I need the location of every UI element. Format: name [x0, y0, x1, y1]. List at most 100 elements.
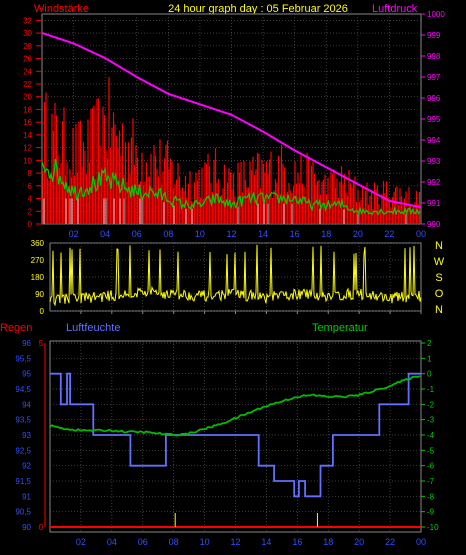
x-tick-label: 04 — [107, 537, 117, 547]
wind-y-tick: 14 — [23, 131, 32, 140]
wind-y-tick: 2 — [28, 207, 33, 216]
pressure-y-tick: 993 — [427, 157, 441, 166]
wind-x-ticks: 02 04 06 08 10 12 14 16 18 20 22 00 — [69, 229, 426, 239]
temperature-y-tick: -10 — [427, 523, 439, 532]
humidity-y-tick: 94 — [22, 400, 31, 409]
temperature-y-tick: -7 — [427, 477, 435, 486]
temperature-axis-title: Temperatur — [312, 322, 368, 334]
wind-y-tick: 16 — [23, 118, 32, 127]
x-tick-label: 12 — [226, 229, 236, 239]
humidity-y-tick: 91 — [22, 492, 31, 501]
direction-y-tick: 270 — [31, 256, 45, 265]
rain-axis-title: Regen — [0, 322, 32, 334]
humidity-y-tick: 94,5 — [15, 385, 31, 394]
x-tick-label: 22 — [384, 229, 394, 239]
direction-line — [49, 244, 422, 307]
temperature-y-tick: 0 — [427, 370, 432, 379]
pressure-y-tick: 998 — [427, 52, 441, 61]
wind-y-tick: 12 — [23, 144, 32, 153]
x-tick-label: 06 — [138, 537, 148, 547]
compass-letter: O — [435, 288, 444, 300]
x-tick-label: 20 — [354, 537, 364, 547]
pressure-y-tick: 990 — [427, 220, 441, 229]
x-tick-label: 10 — [200, 537, 210, 547]
pressure-y-tick: 997 — [427, 73, 441, 82]
temperature-y-tick: -2 — [427, 400, 435, 409]
humidity-y-tick: 96 — [22, 339, 31, 348]
x-tick-label: 08 — [163, 229, 173, 239]
humidity-y-tick: 95 — [22, 370, 31, 379]
rain-y-ticks: 05 — [39, 339, 46, 532]
x-tick-label: 00 — [416, 229, 426, 239]
direction-y-tick: 360 — [31, 239, 45, 248]
humidity-y-tick: 92,5 — [15, 446, 31, 455]
pressure-axis-title: Luftdruck — [372, 3, 418, 15]
wind-y-tick: 20 — [23, 93, 32, 102]
temperature-y-tick: -3 — [427, 416, 435, 425]
x-tick-label: 10 — [195, 229, 205, 239]
x-tick-label: 16 — [290, 229, 300, 239]
temperature-y-tick: 1 — [427, 354, 432, 363]
temperature-y-tick: -4 — [427, 431, 435, 440]
wind-y-tick: 24 — [23, 67, 32, 76]
pressure-line — [41, 31, 422, 209]
temperature-line — [49, 375, 421, 437]
direction-y-tick: 0 — [40, 307, 45, 316]
wind-y-tick: 4 — [28, 195, 33, 204]
temperature-y-tick: -5 — [427, 446, 435, 455]
pressure-y-tick: 994 — [427, 136, 441, 145]
pressure-y-tick: 991 — [427, 199, 441, 208]
wind-axis-title: Windstärke — [34, 3, 89, 15]
x-tick-label: 20 — [353, 229, 363, 239]
climate-x-ticks: 02 04 06 08 10 12 14 16 18 20 22 00 — [76, 537, 426, 547]
humidity-y-tick: 92 — [22, 462, 31, 471]
wind-y-tick: 22 — [23, 80, 32, 89]
temperature-y-tick: -1 — [427, 385, 435, 394]
compass-letter: W — [434, 256, 445, 268]
humidity-axis-title: Luftfeuchte — [66, 322, 120, 334]
humidity-y-tick: 93 — [22, 431, 31, 440]
pressure-y-tick: 992 — [427, 178, 441, 187]
wind-average-line — [41, 158, 421, 216]
wind-y-tick: 26 — [23, 55, 32, 64]
compass-letter: S — [435, 272, 442, 284]
humidity-temperature-panel: 90 90,5 91 91,5 92 92,5 93 93,5 94 94,5 95 95,5 96 0… — [15, 339, 439, 547]
rain-y-tick: 5 — [39, 339, 44, 348]
chart-title: 24 hour graph day : 05 Februar 2026 — [168, 3, 348, 15]
x-tick-label: 14 — [258, 229, 268, 239]
humidity-y-ticks: 90 90,5 91 91,5 92 92,5 93 93,5 94 94,5 95 95,5 96 — [15, 339, 31, 532]
wind-y-tick: 6 — [28, 182, 33, 191]
humidity-y-tick: 90,5 — [15, 508, 31, 517]
humidity-y-tick: 91,5 — [15, 477, 31, 486]
pressure-y-tick: 996 — [427, 94, 441, 103]
humidity-y-tick: 95,5 — [15, 354, 31, 363]
wind-y-tick: 30 — [23, 29, 32, 38]
wind-gust-marks — [43, 198, 407, 224]
direction-y-tick: 180 — [31, 273, 45, 282]
x-tick-label: 02 — [69, 229, 79, 239]
x-tick-label: 14 — [261, 537, 271, 547]
x-tick-label: 12 — [230, 537, 240, 547]
wind-y-tick: 10 — [23, 156, 32, 165]
pressure-y-tick: 995 — [427, 115, 441, 124]
wind-y-tick: 28 — [23, 42, 32, 51]
humidity-y-tick: 93,5 — [15, 416, 31, 425]
humidity-y-tick: 90 — [22, 523, 31, 532]
pressure-y-ticks: 990 991 992 993 994 995 996 997 998 999 1000 — [421, 10, 445, 229]
x-tick-label: 22 — [385, 537, 395, 547]
x-tick-label: 00 — [416, 537, 426, 547]
compass-letter: N — [435, 304, 443, 316]
temperature-y-tick: -9 — [427, 508, 435, 517]
wind-y-tick: 0 — [28, 220, 33, 229]
x-tick-label: 08 — [169, 537, 179, 547]
pressure-y-tick: 1000 — [427, 10, 445, 19]
x-tick-label: 02 — [76, 537, 86, 547]
x-tick-label: 18 — [323, 537, 333, 547]
x-tick-label: 16 — [292, 537, 302, 547]
